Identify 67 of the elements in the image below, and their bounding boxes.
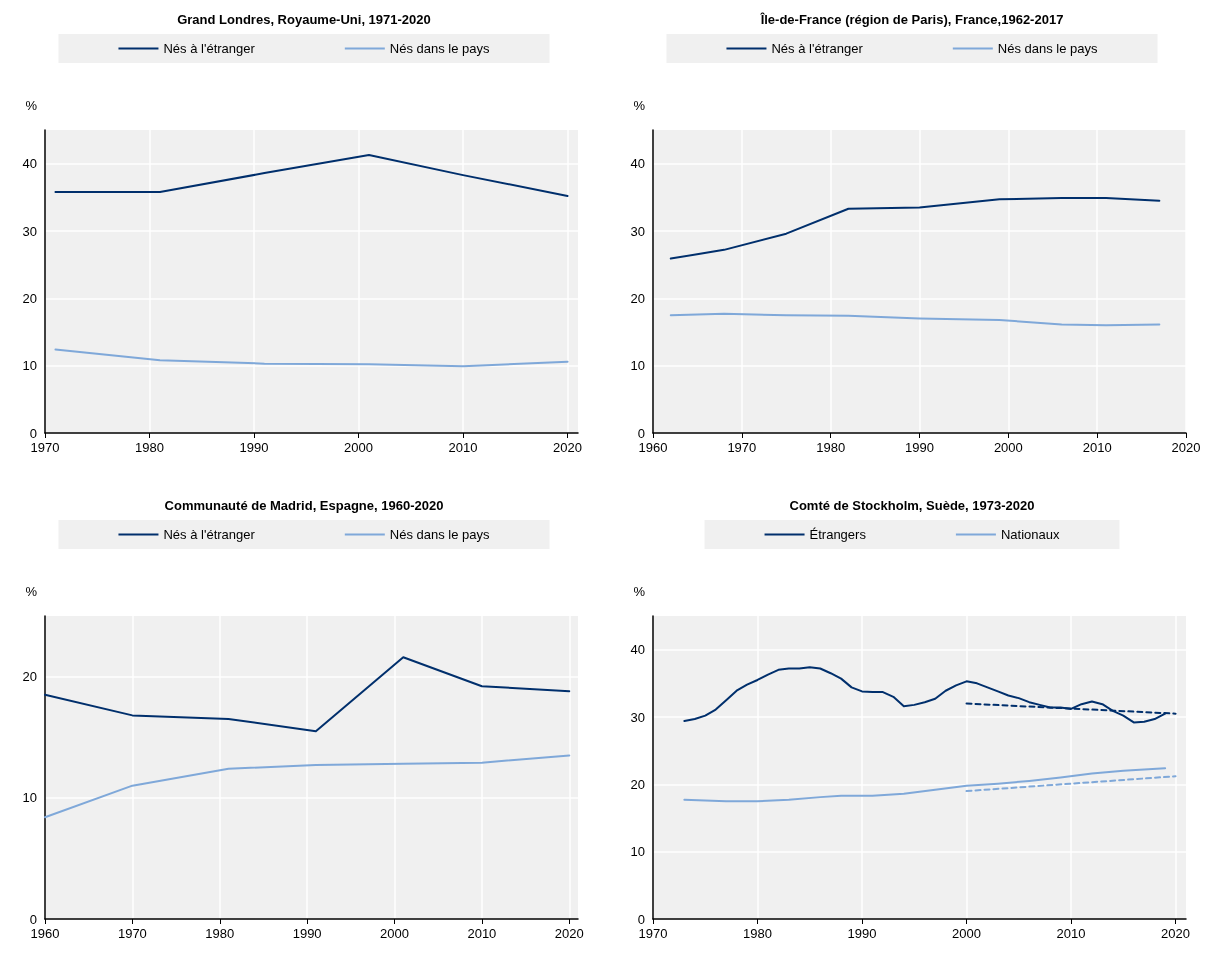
x-tick-label: 1960 xyxy=(638,440,668,455)
x-tick-label: 1970 xyxy=(638,926,668,941)
chart-title: Communauté de Madrid, Espagne, 1960-2020 xyxy=(164,498,444,513)
legend-label: Nés dans le pays xyxy=(997,41,1099,56)
x-tick-label: 2000 xyxy=(952,926,981,941)
x-tick-label: 1980 xyxy=(205,926,235,941)
y-tick-label: 10 xyxy=(630,358,645,374)
x-tick-label: 2020 xyxy=(553,440,583,455)
y-tick-label: 40 xyxy=(22,156,37,172)
x-tick-label: 2010 xyxy=(1056,926,1086,941)
legend-label: Nés dans le pays xyxy=(389,41,491,56)
x-tick-label: 1970 xyxy=(30,440,60,455)
line-series xyxy=(683,767,1167,803)
legend-label: Nationaux xyxy=(1000,527,1060,542)
x-tick-label: 2010 xyxy=(448,440,478,455)
y-tick-label: 0 xyxy=(637,425,645,441)
chart-title: Comté de Stockholm, Suède, 1973-2020 xyxy=(789,498,1035,513)
line-series xyxy=(54,348,569,368)
y-tick-label: 0 xyxy=(637,911,645,927)
y-tick-label: 30 xyxy=(630,709,645,725)
legend-label: Étrangers xyxy=(809,527,867,542)
x-tick-label: 1960 xyxy=(30,926,60,941)
chart-title: Île-de-France (région de Paris), France,1962-2017 xyxy=(759,12,1064,27)
y-tick-label: 0 xyxy=(29,911,37,927)
x-tick-label: 2020 xyxy=(1161,926,1191,941)
y-tick-label: 20 xyxy=(630,776,645,792)
x-tick-label: 2000 xyxy=(344,440,373,455)
x-tick-label: 2020 xyxy=(554,926,584,941)
chart-title: Grand Londres, Royaume-Uni, 1971-2020 xyxy=(177,12,431,27)
x-tick-label: 1990 xyxy=(905,440,934,455)
y-tick-label: 20 xyxy=(22,669,37,685)
y-tick-label: 40 xyxy=(630,642,645,658)
y-tick-label: 20 xyxy=(630,290,645,306)
y-tick-label: 10 xyxy=(630,844,645,860)
x-tick-label: 2010 xyxy=(467,926,497,941)
y-tick-label: 10 xyxy=(22,358,37,374)
legend-label: Nés à l'étranger xyxy=(163,527,256,542)
x-tick-label: 1970 xyxy=(117,926,147,941)
y-tick-label: 30 xyxy=(22,223,37,239)
x-tick-label: 1980 xyxy=(743,926,772,941)
y-axis-title: % xyxy=(633,98,646,113)
x-tick-label: 1990 xyxy=(847,926,877,941)
x-tick-label: 1990 xyxy=(292,926,322,941)
line-series xyxy=(669,312,1161,327)
y-tick-label: 30 xyxy=(630,223,645,239)
x-tick-label: 2010 xyxy=(1082,440,1112,455)
legend-label: Nés à l'étranger xyxy=(771,41,864,56)
x-tick-label: 2000 xyxy=(380,926,409,941)
x-tick-label: 1970 xyxy=(727,440,757,455)
x-tick-label: 1980 xyxy=(135,440,164,455)
y-tick-label: 0 xyxy=(29,425,37,441)
y-axis-title: % xyxy=(633,584,646,599)
line-series xyxy=(44,656,571,733)
y-tick-label: 20 xyxy=(22,290,37,306)
y-tick-label: 10 xyxy=(22,790,37,806)
line-series xyxy=(669,197,1161,260)
x-tick-label: 1980 xyxy=(816,440,846,455)
x-tick-label: 2020 xyxy=(1171,440,1201,455)
x-tick-label: 2000 xyxy=(993,440,1023,455)
x-tick-label: 1990 xyxy=(239,440,269,455)
line-series xyxy=(44,754,571,819)
line-series xyxy=(54,153,569,197)
legend-label: Nés à l'étranger xyxy=(163,41,256,56)
legend-label: Nés dans le pays xyxy=(389,527,491,542)
y-tick-label: 40 xyxy=(630,156,645,172)
y-axis-title: % xyxy=(25,98,38,113)
y-axis-title: % xyxy=(25,584,38,599)
